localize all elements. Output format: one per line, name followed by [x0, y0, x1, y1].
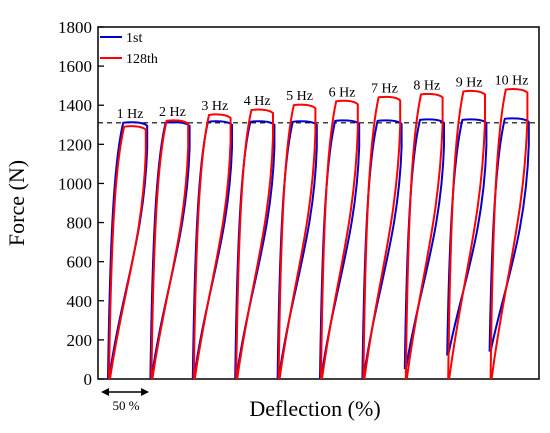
y-tick-label: 1200 [58, 135, 92, 154]
scale-bar-right-arrow [141, 388, 149, 396]
loop-1st-7 [361, 119, 403, 380]
scale-bar-left-arrow [101, 388, 109, 396]
loop-1st-9 [446, 118, 488, 356]
plot-frame [97, 26, 540, 380]
y-tick-label: 200 [67, 331, 93, 350]
loop-128th-6 [320, 99, 359, 380]
frequency-label: 1 Hz [117, 107, 144, 122]
frequency-label: 2 Hz [159, 105, 186, 120]
loop-128th-8 [404, 92, 444, 380]
loop-128th-3 [192, 113, 232, 380]
loop-128th-7 [362, 95, 402, 380]
y-tick-label: 1000 [58, 174, 92, 193]
scale-bar-label: 50 % [112, 398, 139, 413]
y-tick-label: 1400 [58, 96, 92, 115]
loop-128th-9 [447, 89, 486, 380]
legend-label-128th: 128th [126, 52, 158, 67]
frequency-labels: 1 Hz 2 Hz 3 Hz 4 Hz 5 Hz 6 Hz 7 Hz 8 Hz 9 Hz 10 H… [117, 74, 529, 122]
loop-1st-4 [234, 120, 276, 380]
y-tick-label: 1600 [58, 57, 92, 76]
loop-1st-1 [107, 121, 149, 380]
frequency-label: 9 Hz [456, 76, 483, 91]
loop-1st-2 [149, 121, 191, 380]
y-tick-label: 600 [67, 253, 93, 272]
loop-1st-8 [403, 118, 445, 370]
legend: 1st 128th [100, 31, 158, 67]
loop-128th-4 [235, 108, 274, 380]
loop-128th-2 [150, 119, 190, 380]
loop-1st-3 [191, 120, 233, 380]
frequency-label: 4 Hz [244, 94, 271, 109]
scale-bar: 50 % [101, 388, 149, 413]
legend-label-1st: 1st [126, 31, 142, 46]
frequency-label: 6 Hz [329, 85, 356, 100]
frequency-label: 8 Hz [413, 78, 440, 93]
frequency-label: 3 Hz [201, 99, 228, 114]
frequency-label: 5 Hz [286, 89, 313, 104]
y-tick-label: 1800 [58, 18, 92, 37]
loop-128th-10 [489, 88, 529, 380]
loop-1st-5 [276, 120, 318, 380]
loops [107, 88, 530, 380]
loop-128th-5 [277, 103, 317, 380]
x-axis-title: Deflection (%) [249, 396, 380, 421]
loop-1st-10 [488, 117, 530, 352]
frequency-label: 10 Hz [495, 74, 529, 89]
loop-1st-6 [319, 119, 361, 380]
y-axis: 0 200 400 600 800 1000 1200 1400 1600 1800 [58, 18, 104, 389]
y-tick-label: 800 [67, 214, 93, 233]
frequency-label: 7 Hz [371, 81, 398, 96]
y-axis-title: Force (N) [4, 160, 29, 246]
loop-128th-1 [108, 125, 147, 380]
y-tick-label: 400 [67, 292, 93, 311]
y-tick-label: 0 [84, 370, 93, 389]
